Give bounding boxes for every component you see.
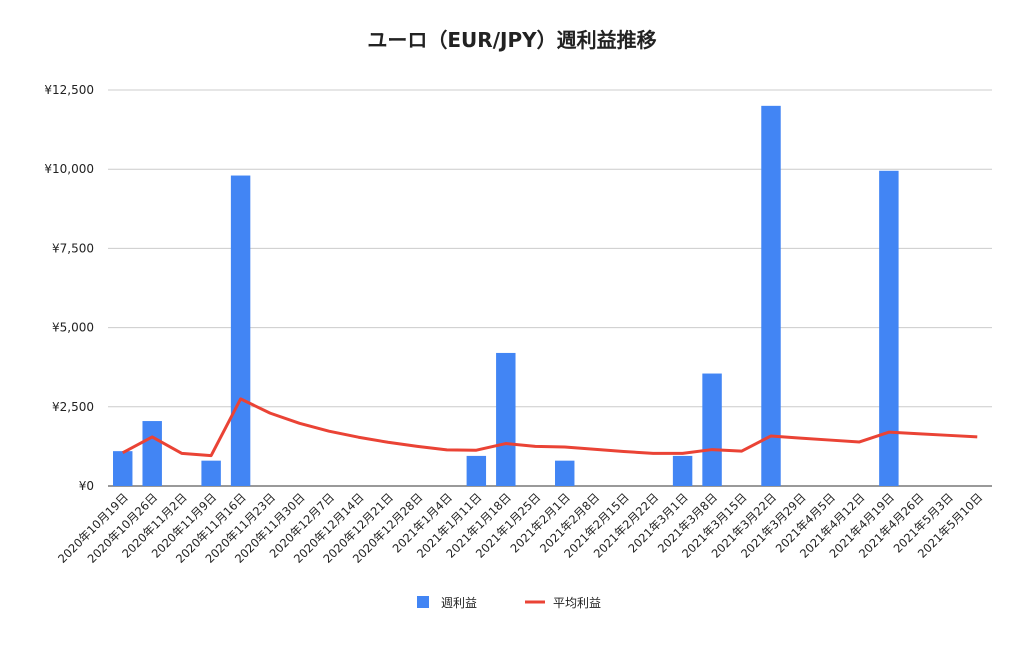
bar	[702, 373, 722, 486]
chart-title: ユーロ（EUR/JPY）週利益推移	[367, 28, 656, 52]
bar	[201, 460, 221, 486]
y-tick-label: ¥2,500	[52, 400, 94, 414]
bar	[879, 170, 899, 486]
bar	[230, 175, 251, 486]
bar	[555, 460, 575, 486]
line	[122, 397, 978, 458]
y-tick-label: ¥5,000	[52, 321, 94, 335]
bar	[113, 451, 133, 486]
y-tick-label: ¥7,500	[52, 241, 94, 255]
bar	[761, 105, 781, 486]
bar	[466, 455, 487, 486]
bar	[672, 455, 693, 486]
legend-swatch	[417, 596, 429, 608]
y-tick-label: ¥10,000	[44, 162, 94, 176]
y-tick-label: ¥12,500	[44, 83, 94, 97]
bar	[142, 421, 162, 486]
y-tick-label: ¥0	[79, 479, 94, 493]
bar	[496, 352, 516, 486]
legend-label: 週利益	[441, 596, 477, 610]
legend-label: 平均利益	[553, 596, 601, 610]
